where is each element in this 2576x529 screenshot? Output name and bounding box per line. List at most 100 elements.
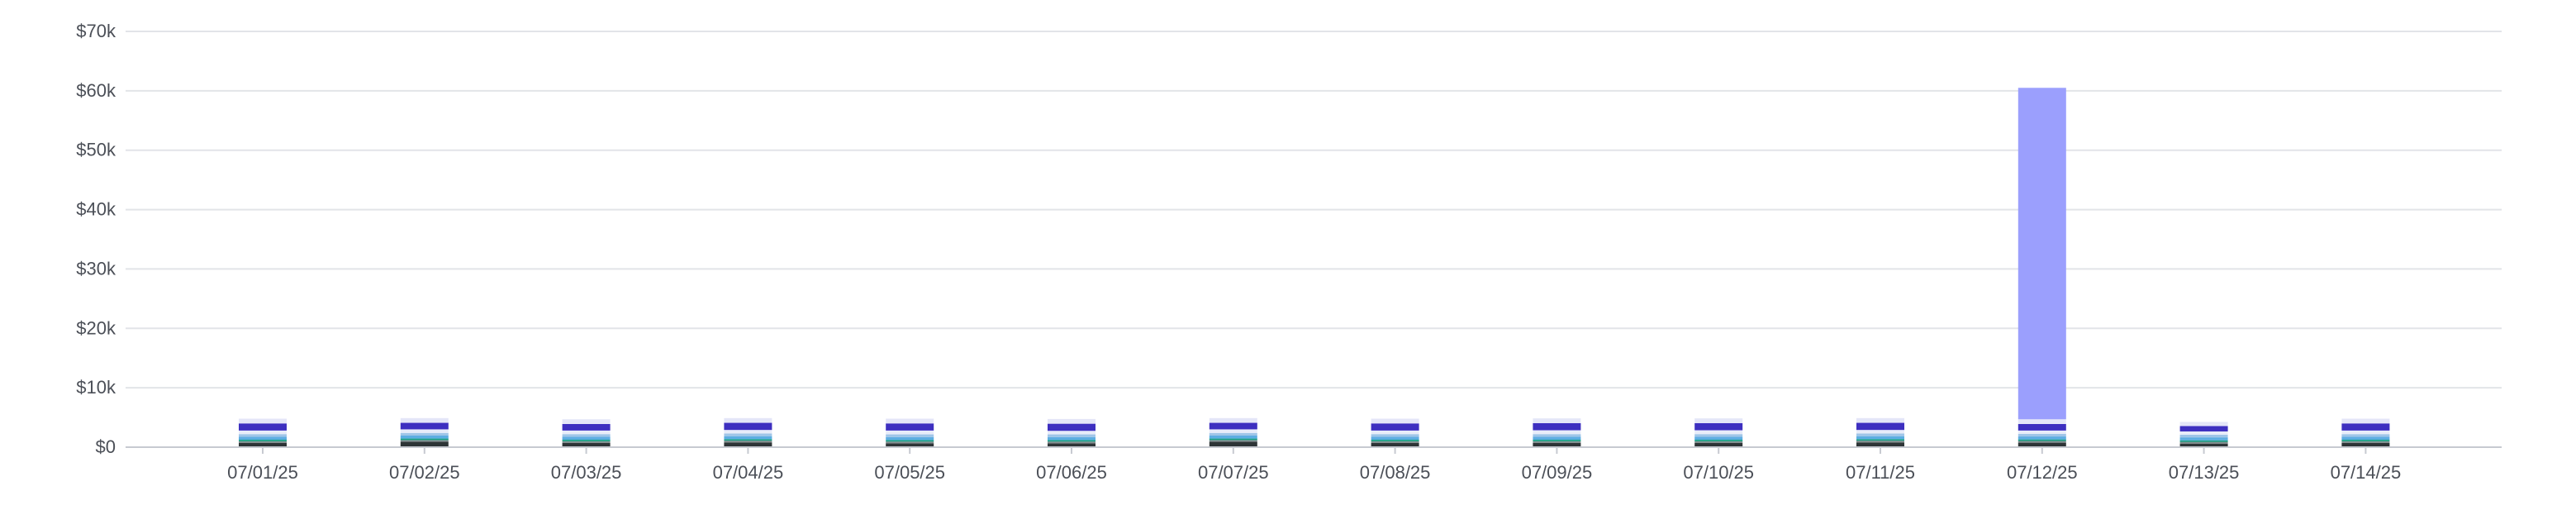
bar-segment [1048, 418, 1096, 424]
bar-segment [400, 432, 449, 436]
bar-segment [1856, 433, 1904, 436]
bar-segment [1209, 440, 1257, 442]
bar-segment [239, 434, 287, 437]
bar-segment [1533, 442, 1581, 447]
bar-segment [1209, 417, 1257, 423]
bar-segment [400, 440, 449, 442]
y-tick-label: $30k [76, 258, 116, 279]
bar-segment [1694, 441, 1743, 443]
bar-segment [562, 440, 611, 441]
bar-stack [724, 417, 772, 447]
bar-segment [1533, 418, 1581, 423]
y-tick-label: $20k [76, 317, 116, 338]
bar-segment [1856, 439, 1904, 441]
bar-segment [239, 440, 287, 441]
bar-segment [562, 441, 611, 443]
x-tick-label: 07/06/25 [1036, 462, 1107, 483]
bar-segment [239, 423, 287, 431]
bar-stack [239, 418, 287, 447]
x-tick-label: 07/07/25 [1198, 462, 1269, 483]
bar-segment [1694, 430, 1743, 435]
bar-segment [1694, 434, 1743, 437]
bar-segment [1694, 436, 1743, 441]
x-tick-label: 07/10/25 [1683, 462, 1754, 483]
bar-segment [1694, 440, 1743, 441]
bar-segment [400, 438, 449, 441]
bar-stack [2018, 88, 2066, 447]
bar-segment [1856, 430, 1904, 434]
bar-segment [1856, 422, 1904, 431]
bar-stack [1371, 418, 1419, 447]
bar-segment [1371, 442, 1419, 447]
bar-segment [724, 436, 772, 440]
bar-segment [724, 442, 772, 447]
bar-stack [2179, 422, 2228, 447]
bar-segment [1694, 442, 1743, 447]
bar-segment [1048, 441, 1096, 444]
x-tick-label: 07/09/25 [1522, 462, 1593, 483]
bar-stack [1694, 418, 1743, 447]
x-tick-label: 07/08/25 [1360, 462, 1431, 483]
bar-segment [1856, 417, 1904, 423]
bar-segment [1856, 441, 1904, 443]
bar-segment [1371, 436, 1419, 441]
bar-segment [724, 441, 772, 443]
axes: $0 $10k $20k $30k $40k $50k $60k $70k 07/01/25 07… [76, 21, 2502, 483]
bar-segment [724, 433, 772, 436]
bar-segment [2018, 88, 2066, 420]
bar-segment [2018, 419, 2066, 424]
bar-segment [562, 434, 611, 437]
bar-segment [1048, 443, 1096, 447]
bar-segment [886, 430, 934, 435]
bar-segment [724, 417, 772, 423]
bar-segment [2179, 443, 2228, 447]
bar-segment [2018, 441, 2066, 443]
bar-segment [400, 435, 449, 439]
bar-segment [2341, 434, 2390, 437]
bar-segment [2179, 426, 2228, 431]
bar-segment [886, 440, 934, 442]
bar-segment [1048, 431, 1096, 435]
y-tick-label: $70k [76, 21, 116, 41]
bar-segment [1209, 438, 1257, 441]
bar-segment [2341, 418, 2390, 424]
bar-segment [562, 436, 611, 441]
bar-segment [1209, 435, 1257, 439]
bar-segment [239, 418, 287, 424]
bar-stack [1048, 418, 1096, 447]
bar-segment [400, 441, 449, 447]
bar-stack [1209, 417, 1257, 447]
bar-segment [886, 418, 934, 424]
bar-segment [239, 436, 287, 441]
bar-segment [1694, 422, 1743, 431]
bar-segment [1856, 442, 1904, 447]
y-tick-label: $50k [76, 140, 116, 160]
bar-stack [562, 419, 611, 447]
bar-segment [2341, 440, 2390, 441]
bar-segment [1533, 440, 1581, 441]
bar-segment [1694, 418, 1743, 423]
x-tick-label: 07/01/25 [227, 462, 298, 483]
bar-segment [2179, 441, 2228, 444]
bar-segment [1533, 430, 1581, 435]
bar-segment [1209, 429, 1257, 433]
bar-stack [886, 418, 934, 447]
bar-segment [1533, 434, 1581, 437]
x-tick-label: 07/14/25 [2331, 462, 2402, 483]
bar-segment [2341, 441, 2390, 443]
bar-segment [2341, 442, 2390, 447]
bar-segment [400, 417, 449, 423]
bar-segment [1371, 423, 1419, 431]
bar-segment [2179, 431, 2228, 435]
x-tick-label: 07/11/25 [1846, 462, 1915, 483]
bar-segment [2179, 440, 2228, 442]
bar-segment [886, 423, 934, 431]
bar-segment [1533, 441, 1581, 443]
bar-segment [1209, 422, 1257, 430]
bar-segment [2018, 433, 2066, 437]
bars [239, 88, 2390, 447]
x-tick-label: 07/05/25 [874, 462, 945, 483]
bar-segment [400, 422, 449, 430]
x-tick-label: 07/13/25 [2169, 462, 2240, 483]
bar-segment [1371, 441, 1419, 443]
